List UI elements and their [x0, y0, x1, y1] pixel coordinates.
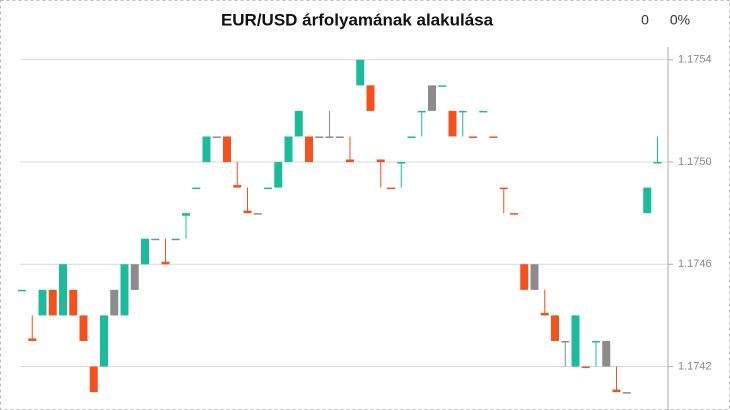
y-tick-label: 1.1754	[678, 54, 712, 66]
candle-body	[643, 187, 652, 214]
y-tick-label: 1.1746	[678, 258, 712, 270]
candle-body	[592, 340, 600, 343]
candle-body	[602, 340, 611, 367]
candle-body	[520, 264, 529, 290]
candle-body	[407, 136, 416, 138]
y-tick-label: 1.1750	[678, 156, 712, 168]
candle-body	[612, 389, 621, 393]
candle-body	[294, 110, 303, 137]
candle-body	[284, 136, 293, 163]
candle-body	[458, 110, 467, 113]
candle-body	[89, 366, 98, 393]
candle-body	[120, 264, 129, 316]
candle-body	[202, 136, 211, 163]
candle-body	[376, 159, 385, 163]
candle-body	[110, 289, 119, 316]
candle-body	[100, 315, 108, 367]
candle-body	[551, 315, 559, 341]
candle-body	[469, 136, 477, 138]
candle-body	[561, 340, 570, 343]
change-percent: 0%	[670, 12, 690, 28]
candle-body	[48, 289, 57, 316]
candle-body	[581, 366, 590, 369]
candle-body	[253, 213, 262, 215]
candle-body	[489, 136, 498, 138]
candle-body	[305, 136, 313, 163]
candle-body	[366, 85, 375, 111]
candle-body	[356, 59, 365, 86]
candle-body	[417, 110, 426, 113]
candle-body	[479, 110, 488, 113]
candle-body	[315, 136, 324, 138]
candle-body	[28, 338, 37, 341]
candle-body	[397, 162, 406, 164]
candle-body	[274, 162, 283, 188]
candle-body	[387, 187, 395, 190]
candle-body	[622, 392, 631, 394]
candle-body	[18, 289, 26, 292]
candle-body	[130, 264, 139, 290]
candle-body	[192, 187, 201, 190]
chart-title: EUR/USD árfolyamának alakulása	[221, 10, 494, 29]
candle-body	[335, 136, 344, 138]
candle-body	[448, 110, 457, 137]
candle-body	[428, 85, 436, 111]
candle-body	[325, 136, 334, 138]
candle-body	[243, 210, 252, 214]
candle-body	[182, 213, 190, 216]
candle-body	[171, 238, 180, 241]
candle-body	[38, 289, 47, 316]
candle-body	[653, 162, 662, 164]
candle-body	[499, 187, 508, 190]
candle-body	[530, 264, 539, 290]
change: 0	[641, 12, 649, 28]
candle-body	[510, 213, 518, 215]
candle-body	[264, 187, 272, 190]
candle-body	[571, 315, 580, 367]
candle-body	[233, 185, 242, 188]
candle-body	[141, 238, 149, 265]
candle-body	[438, 85, 447, 87]
candle-body	[346, 159, 354, 163]
candle-body	[161, 261, 170, 265]
candle-body	[59, 264, 67, 316]
candle-body	[540, 312, 549, 316]
candle-body	[79, 315, 88, 341]
candle-body	[223, 136, 231, 163]
y-tick-label: 1.1742	[678, 360, 712, 372]
candle-body	[212, 136, 221, 138]
candle-body	[151, 238, 160, 241]
candle-body	[69, 289, 78, 316]
